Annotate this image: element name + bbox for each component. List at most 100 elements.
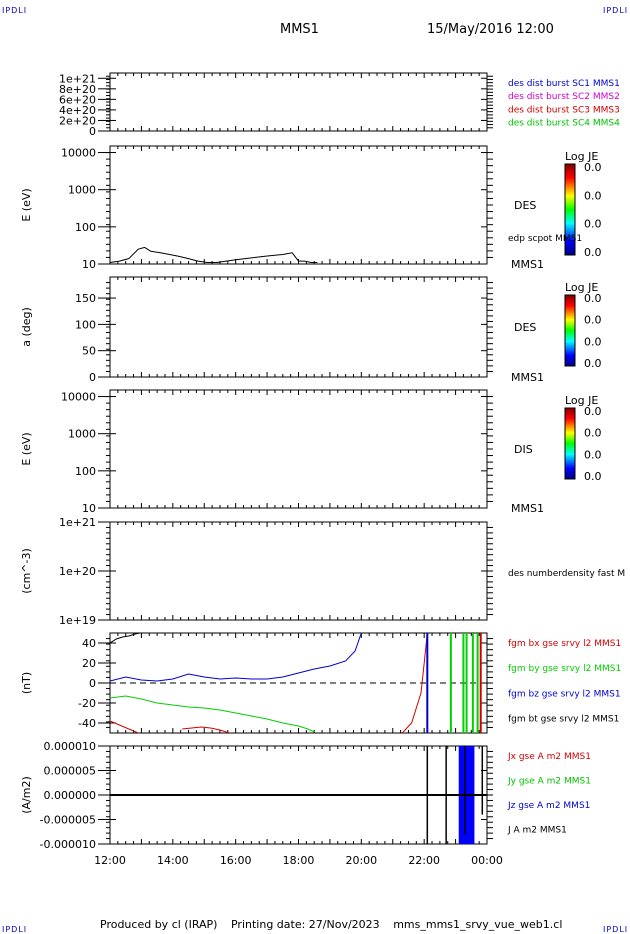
legend-entry: des dist burst SC2 MMS2 — [508, 92, 620, 102]
panel-instrument-label: DES — [514, 199, 536, 212]
panel-spacecraft-label: MMS1 — [511, 502, 544, 515]
panel-spacecraft-label: MMS1 — [511, 371, 544, 384]
fgm-lines — [110, 633, 482, 733]
legend-entry: fgm bt gse srvy l2 MMS1 — [508, 714, 619, 724]
y-tick-label: 1e+21 — [59, 516, 96, 529]
y-tick-label: 0 — [89, 677, 96, 690]
y-tick-label: 1000 — [68, 428, 96, 441]
panel-frame — [109, 72, 488, 132]
colorbar — [564, 294, 576, 367]
y-tick-label: -40 — [78, 717, 96, 730]
colorbar-tick-label: 0.0 — [584, 292, 602, 305]
colorbar-tick-label: 0.0 — [584, 470, 602, 483]
panel-frame — [109, 389, 488, 509]
y-axis-label: a (deg) — [20, 307, 33, 347]
colorbar-title: Log JE — [565, 150, 598, 163]
y-axis-label: E (eV) — [20, 432, 33, 465]
y-tick-label: 1000 — [68, 184, 96, 197]
y-axis-label: (A/m2) — [20, 776, 33, 814]
scpot-line — [109, 246, 318, 263]
y-axis-label: (cm^-3) — [20, 548, 33, 594]
spacecraft-title: MMS1 — [280, 22, 319, 37]
footer-filename: mms_mms1_srvy_vue_web1.cl — [393, 918, 563, 931]
legend-entry: Jx gse A m2 MMS1 — [507, 752, 591, 762]
y-tick-label: 8e+20 — [59, 83, 96, 96]
y-tick-label: 10000 — [61, 147, 96, 160]
x-tick-label: 12:00 — [94, 854, 126, 867]
legend-entry: des dist burst SC1 MMS1 — [508, 79, 620, 89]
colorbar-title: Log JE — [565, 281, 598, 294]
y-tick-label: 2e+20 — [59, 114, 96, 127]
x-tick-label: 20:00 — [345, 854, 377, 867]
y-tick-label: 1e+19 — [59, 614, 96, 627]
panel-spacecraft-label: MMS1 — [511, 258, 544, 271]
y-tick-label: 100 — [75, 221, 96, 234]
corner-tag-bottom-left: IPDLI — [2, 925, 28, 934]
panel-frame — [109, 276, 488, 378]
colorbar-title: Log JE — [565, 394, 598, 407]
y-tick-label: 0 — [89, 371, 96, 384]
legend-entry: des dist burst SC3 MMS3 — [508, 105, 620, 115]
y-tick-label: 1e+20 — [59, 565, 96, 578]
j-lines — [110, 746, 487, 844]
y-tick-label: 10 — [82, 502, 96, 515]
colorbar-tick-label: 0.0 — [584, 405, 602, 418]
colorbar-tick-label: 0.0 — [584, 335, 602, 348]
colorbar-tick-label: 0.0 — [584, 357, 602, 370]
panel-instrument-label: DES — [514, 321, 536, 334]
x-tick-label: 18:00 — [283, 854, 315, 867]
legend-entry: Jz gse A m2 MMS1 — [507, 801, 590, 811]
y-tick-label: 100 — [75, 318, 96, 331]
y-tick-label: 6e+20 — [59, 93, 96, 106]
fgm-series-line — [110, 633, 140, 644]
panel-frame — [109, 521, 488, 621]
y-tick-label: -0.000005 — [40, 814, 96, 827]
y-tick-label: 10 — [82, 258, 96, 271]
y-axis-label: E (eV) — [20, 188, 33, 221]
y-tick-label: -20 — [78, 697, 96, 710]
legend-entry: Jy gse A m2 MMS1 — [507, 777, 591, 787]
y-tick-label: 150 — [75, 292, 96, 305]
legend-entry: fgm bx gse srvy l2 MMS1 — [508, 639, 621, 649]
x-tick-label: 00:00 — [471, 854, 503, 867]
panel-frame — [109, 145, 488, 265]
legend-entry: des dist burst SC4 MMS4 — [508, 118, 620, 128]
y-tick-label: 0.000005 — [44, 765, 97, 778]
footer-produced-by: Produced by cl (IRAP) — [100, 918, 218, 931]
footer-printing-date: Printing date: 27/Nov/2023 — [230, 918, 380, 931]
fgm-series-line — [110, 720, 139, 733]
y-tick-label: 20 — [82, 657, 96, 670]
y-tick-label: 10000 — [61, 391, 96, 404]
colorbar-tick-label: 0.0 — [584, 189, 602, 202]
x-tick-label: 22:00 — [408, 854, 440, 867]
colorbar-tick-label: 0.0 — [584, 218, 602, 231]
colorbar-tick-label: 0.0 — [584, 161, 602, 174]
colorbar-tick-label: 0.0 — [584, 448, 602, 461]
y-tick-label: 1e+21 — [59, 72, 96, 85]
fgm-series-line — [401, 633, 428, 733]
corner-tag-top-right: IPDLI — [603, 6, 629, 15]
colorbar-tick-label: 0.0 — [584, 246, 602, 259]
fgm-series-line — [110, 695, 315, 733]
x-tick-label: 16:00 — [220, 854, 252, 867]
y-tick-label: -0.000010 — [40, 838, 96, 851]
y-tick-label: 100 — [75, 465, 96, 478]
datetime-title: 15/May/2016 12:00 — [427, 22, 554, 37]
y-tick-label: 50 — [82, 345, 96, 358]
y-tick-label: 0 — [89, 125, 96, 138]
y-axis-label: (nT) — [20, 672, 33, 694]
colorbar-tick-label: 0.0 — [584, 427, 602, 440]
y-tick-label: 0.000000 — [44, 789, 97, 802]
scpot-label: edp scpot MMS1 — [508, 234, 582, 244]
footer: Produced by cl (IRAP) Printing date: 27/… — [100, 918, 572, 931]
legend-entry: des numberdensity fast M — [508, 569, 625, 579]
y-tick-label: 0.000010 — [44, 740, 97, 753]
corner-tag-bottom-right: IPDLI — [603, 925, 629, 934]
legend-entry: fgm by gse srvy l2 MMS1 — [508, 664, 621, 674]
fgm-series-line — [110, 633, 362, 682]
legend-entry: J A m2 MMS1 — [507, 826, 567, 836]
corner-tag-top-left: IPDLI — [2, 6, 28, 15]
y-tick-label: 40 — [82, 637, 96, 650]
fgm-series-line — [182, 726, 230, 733]
